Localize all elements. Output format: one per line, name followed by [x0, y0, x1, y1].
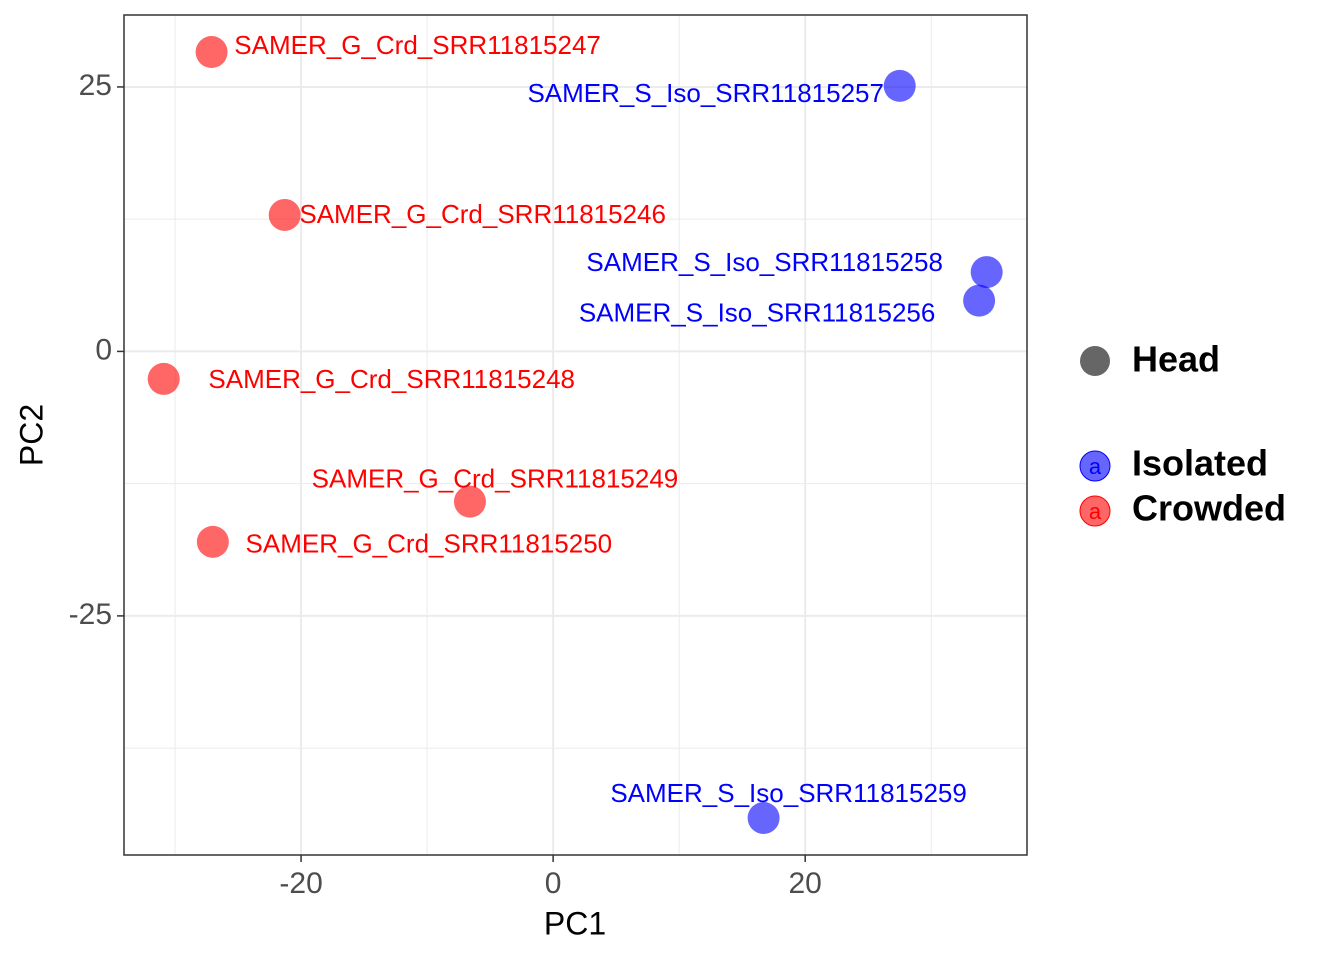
- legend-key: [1079, 450, 1111, 482]
- point: [747, 801, 780, 834]
- legend-key: [1080, 346, 1110, 376]
- point-label: SAMER_S_Iso_SRR11815257: [527, 78, 884, 108]
- panel-border: [123, 14, 1028, 856]
- legend-label: Crowded: [1132, 488, 1286, 529]
- legend-key: [1079, 495, 1111, 527]
- point: [453, 485, 486, 518]
- x-tick-label: 20: [789, 867, 822, 900]
- point: [883, 69, 916, 102]
- point-label: SAMER_G_Crd_SRR11815247: [234, 30, 601, 60]
- x-tick-label: 0: [545, 867, 562, 900]
- point-label: SAMER_S_Iso_SRR11815259: [610, 778, 967, 808]
- legend-key-glyph: a: [1089, 499, 1102, 524]
- point: [970, 256, 1003, 289]
- point-label: SAMER_G_Crd_SRR11815248: [208, 364, 575, 394]
- y-tick-label: -25: [69, 598, 112, 631]
- point: [195, 36, 228, 69]
- legend-label: Head: [1132, 339, 1220, 380]
- x-tick-label: -20: [279, 867, 322, 900]
- point-label: SAMER_G_Crd_SRR11815250: [246, 529, 613, 559]
- y-tick-label: 25: [79, 69, 112, 102]
- point: [963, 284, 996, 317]
- point-label: SAMER_S_Iso_SRR11815256: [579, 298, 936, 328]
- x-axis-title: PC1: [544, 905, 606, 941]
- point: [147, 362, 180, 395]
- point: [196, 525, 229, 558]
- y-axis-title: PC2: [13, 404, 49, 466]
- legend-label: Isolated: [1132, 443, 1268, 484]
- point-label: SAMER_S_Iso_SRR11815258: [586, 247, 943, 277]
- point-label: SAMER_G_Crd_SRR11815246: [299, 199, 666, 229]
- point: [268, 198, 301, 231]
- point-label: SAMER_G_Crd_SRR11815249: [312, 464, 679, 494]
- legend-key-glyph: a: [1089, 454, 1102, 479]
- y-tick-label: 0: [95, 333, 112, 366]
